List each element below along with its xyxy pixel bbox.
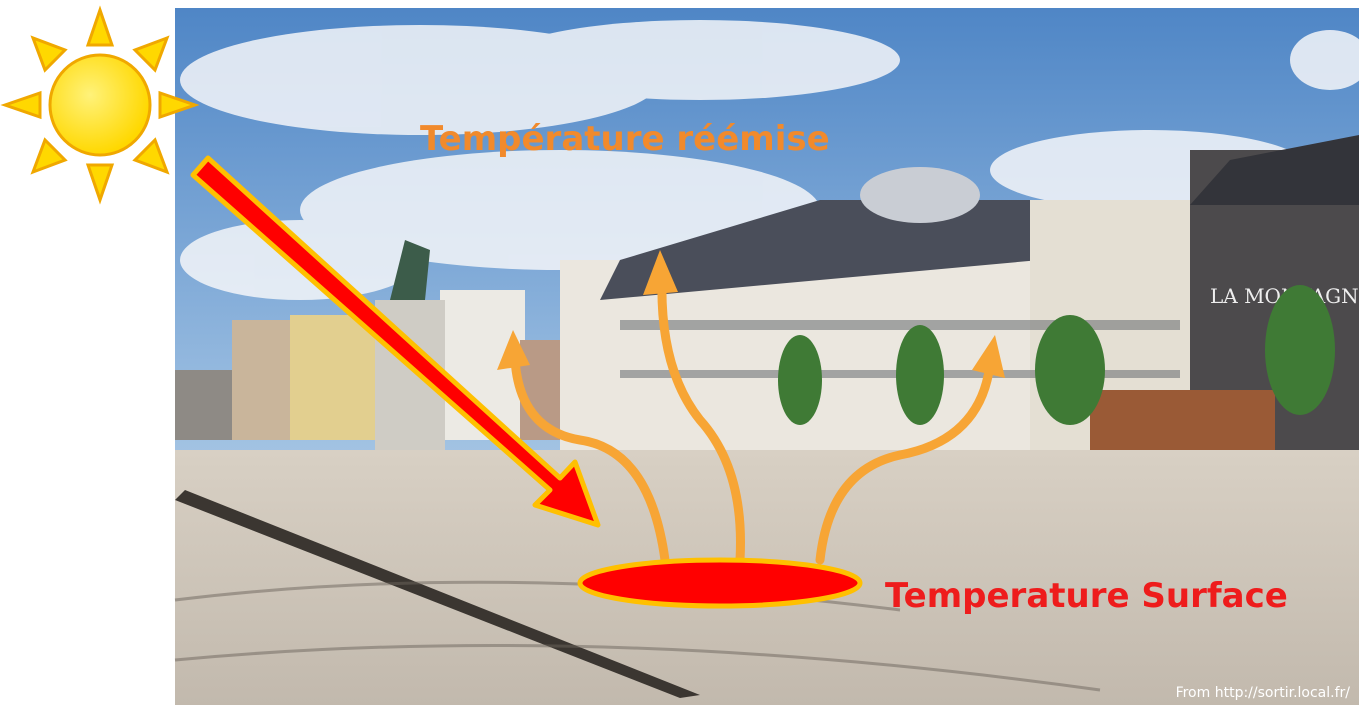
incoming-arrow: [190, 155, 601, 528]
hot-surface: [577, 557, 863, 609]
photo: LA MONTAGN From http://sortir.local.fr/: [174, 8, 1359, 705]
surface-label: Temperature Surface: [885, 576, 1288, 616]
sun-icon: [0, 5, 200, 205]
arrow-heads: [497, 250, 1005, 378]
photo-credit: From http://sortir.local.fr/: [1176, 685, 1351, 701]
reemitted-arrows: [510, 275, 995, 565]
reemitted-label: Température réémise: [420, 119, 830, 159]
